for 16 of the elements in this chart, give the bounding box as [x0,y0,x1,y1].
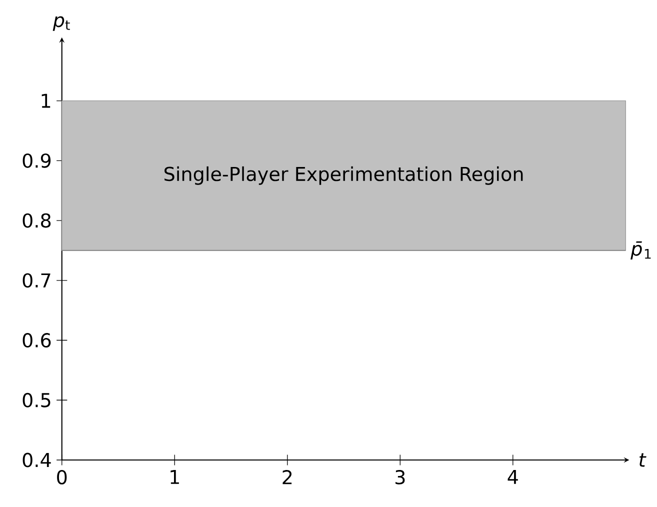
y-tick-label: 0.6 [22,333,51,348]
y-tick-label: 0.8 [22,213,51,228]
x-axis-title: t [640,453,646,467]
x-tick-label: 0 [57,470,67,484]
x-tick-label: 1 [170,470,179,484]
x-tick-label: 4 [508,470,518,484]
y-tick-label: 0.5 [22,392,50,408]
x-tick-label: 3 [396,470,405,484]
band-label: Single-Player Experimentation Region [164,166,523,185]
x-tick-label: 2 [282,470,292,484]
y-tick-label: 0.7 [22,273,50,288]
y-tick-label: 0.9 [22,153,51,168]
y-axis-title: p$_{t}$ [52,16,70,31]
y-tick-label: 0.4 [22,452,51,468]
y-tick-label: 1 [42,94,50,108]
ref-line-label: p̄$_{1}$ [630,241,651,260]
